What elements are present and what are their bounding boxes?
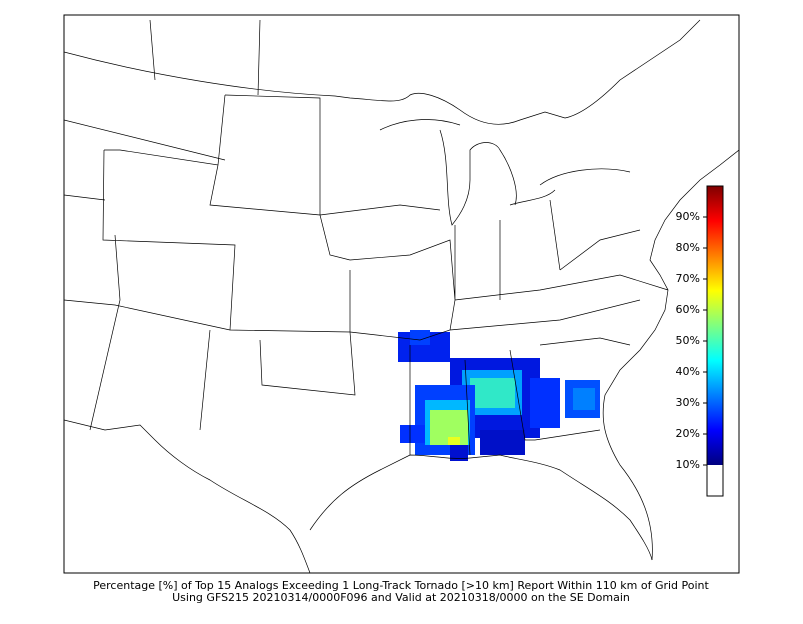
shading	[398, 330, 600, 461]
colorbar: 10% 20% 30% 40% 50% 60% 70% 80% 90%	[676, 185, 724, 497]
colorbar-tick-label: 80%	[676, 241, 700, 254]
colorbar-tick-label: 20%	[676, 427, 700, 440]
colorbar-tick-label: 70%	[676, 272, 700, 285]
colorbar-tick-label: 90%	[676, 210, 700, 223]
colorbar-under	[707, 465, 723, 496]
colorbar-tick-label: 10%	[676, 458, 700, 471]
map-frame	[63, 14, 740, 574]
colorbar-tick-label: 50%	[676, 334, 700, 347]
caption-line: Using GFS215 20210314/0000F096 and Valid…	[172, 591, 630, 604]
boundaries	[64, 19, 739, 573]
map	[64, 19, 739, 573]
caption-line: Percentage [%] of Top 15 Analogs Exceedi…	[93, 579, 709, 592]
colorbar-tick-label: 40%	[676, 365, 700, 378]
colorbar-gradient	[707, 186, 723, 465]
colorbar-tick-label: 60%	[676, 303, 700, 316]
colorbar-tick-label: 30%	[676, 396, 700, 409]
